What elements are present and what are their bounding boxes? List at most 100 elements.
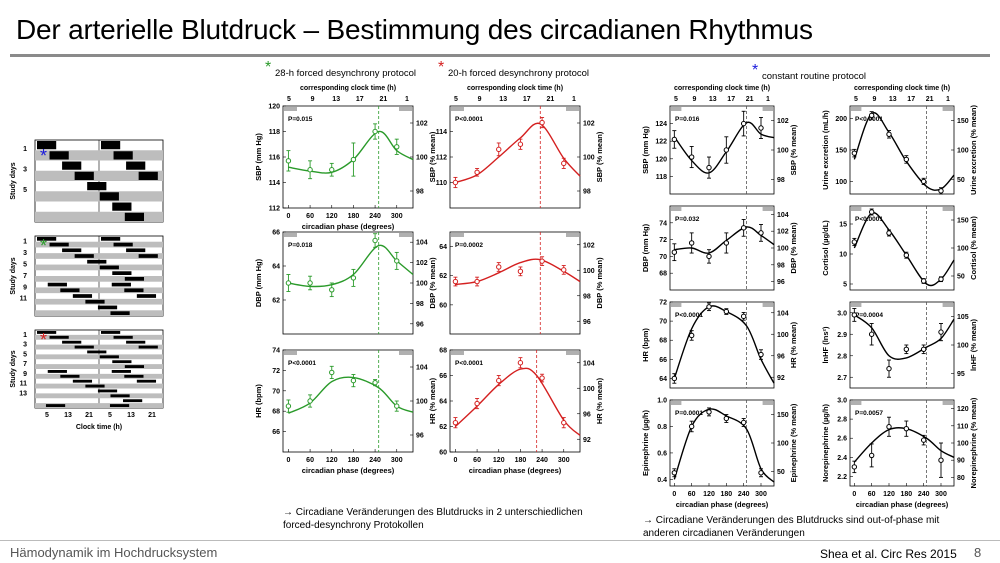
data-point (938, 329, 944, 335)
x-tick-label: 180 (348, 457, 360, 464)
y2-axis-label: HR (% mean) (428, 377, 437, 424)
y-tick-label: 122 (655, 139, 667, 146)
footer-section-title: Hämodynamik im Hochdrucksystem (10, 545, 218, 560)
sleep-band (451, 233, 464, 237)
data-point (671, 470, 678, 476)
y-axis-label: Urine excretion (mL/h) (821, 110, 830, 190)
x-axis-label: circadian phase (degrees) (856, 500, 949, 509)
top-tick-label: 9 (692, 96, 696, 103)
y-tick-label: 2.9 (837, 332, 847, 339)
data-point (903, 252, 910, 258)
y2-tick-label: 100 (957, 441, 969, 448)
protocol-marker: * (40, 330, 47, 350)
chart-cr_dbp: 68 70 72 74 96 98 100 102 104 DBP (mm Hg) DBP (% m… (641, 205, 798, 291)
sleep-band (451, 351, 464, 355)
top-tick-label: 17 (523, 96, 531, 103)
fitted-curve (288, 376, 414, 414)
clock-tick-label: 5 (108, 412, 112, 419)
y2-tick-label: 50 (777, 469, 785, 476)
y-axis-label: Epinephrine (µg/h) (641, 410, 650, 476)
data-point (758, 230, 764, 236)
sleep-episode-bar (124, 288, 144, 293)
y-axis-label: SBP (mm Hg) (641, 126, 650, 174)
sleep-episode-bar (101, 237, 121, 241)
schedule-row-shade (35, 334, 163, 340)
y2-tick-label: 102 (416, 121, 428, 128)
x-axis-label: circadian phase (degrees) (469, 466, 562, 475)
sleep-band (566, 107, 579, 111)
p-value-label: P=0.018 (288, 242, 313, 249)
x-tick-label: 240 (918, 491, 930, 498)
top-tick-label: 1 (405, 96, 409, 103)
y2-tick-label: 105 (957, 314, 969, 321)
schedule-row-shade (35, 373, 163, 379)
x-tick-label: 180 (515, 457, 527, 464)
y2-tick-label: 98 (777, 177, 785, 184)
data-point (561, 160, 567, 167)
sleep-episode-bar (110, 394, 130, 398)
y2-tick-label: 80 (957, 475, 965, 482)
study-day-label: 11 (20, 381, 28, 388)
sleep-episode-bar (85, 384, 105, 388)
y2-tick-label: 100 (777, 332, 789, 339)
x-tick-label: 180 (348, 213, 360, 220)
y2-tick-label: 90 (957, 458, 965, 465)
schedule-panel: 1 3 5 Study days * (10, 139, 164, 223)
data-point (496, 264, 502, 270)
fitted-curve (853, 112, 955, 191)
y-tick-label: 68 (659, 271, 667, 278)
y-tick-label: 66 (272, 230, 280, 237)
data-point (394, 144, 400, 150)
top-tick-label: 5 (854, 96, 858, 103)
data-point (920, 278, 927, 284)
data-point (285, 158, 292, 164)
data-point (723, 308, 730, 315)
data-point (706, 253, 712, 260)
schedule-row-shade (35, 287, 163, 294)
y2-axis-label: DBP (% mean) (428, 257, 437, 309)
x-tick-label: 0 (453, 457, 457, 464)
schedule-row-shade (35, 150, 163, 161)
y2-tick-label: 100 (583, 268, 595, 275)
sleep-band (671, 107, 682, 111)
sleep-episode-bar (97, 305, 118, 310)
x-tick-label: 60 (306, 457, 314, 464)
caption-constant-routine: → Circadiane Veränderungen des Blutdruck… (643, 514, 973, 540)
data-point (372, 237, 378, 244)
y-axis-label: lnHF (lns²) (821, 326, 830, 364)
top-tick-label: 9 (478, 96, 482, 103)
protocol-cr-label: constant routine protocol (762, 71, 866, 82)
y2-tick-label: 104 (777, 212, 789, 219)
data-point (452, 179, 459, 186)
y-tick-label: 200 (835, 116, 847, 123)
fitted-curve (853, 314, 955, 360)
data-point (868, 452, 875, 459)
y-tick-label: 60 (439, 302, 447, 309)
data-point (740, 120, 747, 127)
top-tick-label: 21 (926, 96, 934, 103)
data-point (329, 369, 335, 376)
chart-fd28_hr: 66 68 70 72 74 96 100 104 HR (bpm) HR (% mean) 0 60… (254, 348, 437, 476)
y-tick-label: 150 (835, 148, 847, 155)
y2-tick-label: 150 (777, 412, 789, 419)
y2-axis-label: HR (% mean) (789, 321, 798, 368)
data-point (886, 424, 892, 430)
y-tick-label: 2.6 (837, 436, 847, 443)
data-point (671, 136, 678, 143)
p-value-label: P=0.0001 (675, 410, 703, 417)
top-tick-label: 5 (287, 96, 291, 103)
y2-axis-label: SBP (% mean) (428, 131, 437, 182)
y2-tick-label: 98 (416, 301, 424, 308)
data-point (496, 146, 502, 153)
top-tick-label: 5 (674, 96, 678, 103)
sleep-episode-bar (126, 248, 146, 253)
top-axis-title: corresponding clock time (h) (300, 85, 396, 92)
protocol-20h-marker: * (438, 59, 444, 76)
data-point (394, 403, 400, 409)
chart-fd28_sbp: 112 114 116 118 120 98 100 102 SBP (mm Hg) SBP (%… (254, 85, 437, 231)
sleep-band (284, 233, 297, 237)
y-tick-label: 114 (436, 129, 447, 136)
data-point (723, 240, 730, 246)
data-point (394, 258, 400, 264)
